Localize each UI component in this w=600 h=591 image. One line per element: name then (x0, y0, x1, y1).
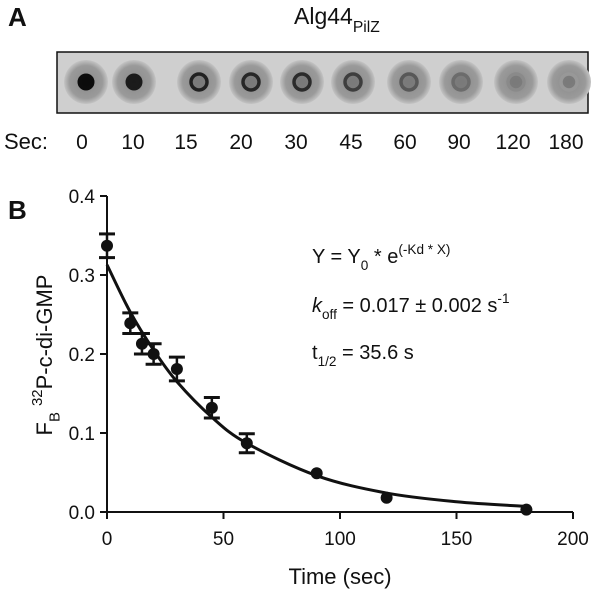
lane-label: 120 (495, 131, 530, 154)
x-tick-label: 200 (557, 529, 589, 550)
y-tick-label: 0.1 (69, 424, 95, 445)
lane-label: 10 (121, 131, 144, 154)
blot-title-part: Alg44 (294, 3, 353, 29)
panel-label: B (8, 195, 27, 225)
fit-curve (105, 264, 527, 508)
blot-core (189, 72, 209, 92)
annotation-part: off (322, 307, 337, 322)
data-point (101, 239, 113, 252)
y-tick-label: 0.2 (69, 345, 95, 366)
annotation: Y = Y0 * e(-Kd * X) (312, 242, 450, 273)
x-tick-label: 50 (213, 529, 234, 550)
x-axis-label: Time (sec) (288, 564, 391, 589)
lane-label: 60 (393, 131, 416, 154)
data-point (310, 467, 323, 480)
annotation-part: (-Kd * X) (398, 242, 450, 257)
data-point (124, 317, 137, 330)
y-tick-label: 0.4 (69, 187, 96, 208)
y-axis-label-part: P-c-di-GMP (32, 275, 57, 390)
blot (64, 60, 591, 104)
blot-core (292, 72, 312, 92)
annotation: koff = 0.017 ± 0.002 s-1 (312, 291, 510, 322)
annotation-part: Y = Y (312, 246, 361, 268)
blot-core (77, 73, 95, 91)
data-point (205, 401, 218, 414)
blot-title-part: PilZ (353, 19, 380, 36)
data-point (147, 348, 160, 360)
annotation-part: 0 (361, 258, 369, 273)
y-axis-label: FB32P-c-di-GMP (29, 275, 64, 436)
annotation-part: t (312, 342, 318, 364)
x-tick-label: 100 (324, 529, 356, 550)
y-axis-label-part: B (47, 412, 64, 422)
data-point (520, 503, 533, 516)
y-tick-label: 0.3 (69, 266, 95, 287)
data-point (380, 491, 393, 504)
blot-core (399, 72, 419, 92)
x-tick-label: 150 (441, 529, 473, 550)
panel-label: A (8, 2, 27, 32)
lane-label: 0 (76, 131, 88, 154)
y-axis-label-part: F (32, 422, 57, 435)
annotation-part: -1 (497, 291, 509, 306)
blot-title: Alg44PilZ (294, 3, 380, 36)
data-point (135, 337, 148, 350)
lane-label: 30 (284, 131, 307, 154)
data-point (240, 437, 253, 450)
row-label: Sec: (4, 129, 48, 154)
lane-label: 20 (229, 131, 252, 154)
annotation: t1/2 = 35.6 s (312, 342, 414, 369)
data-point (170, 363, 183, 376)
lane-label: 45 (339, 131, 362, 154)
annotation-part: = 0.017 ± 0.002 s (337, 295, 498, 317)
blot-core (241, 72, 261, 92)
blot-core (343, 72, 363, 92)
blot-core (559, 72, 579, 92)
annotation-part: * e (368, 246, 398, 268)
annotation-part: 1/2 (318, 354, 337, 369)
y-axis-label-part: 32 (29, 389, 46, 406)
y-tick-label: 0.0 (69, 503, 95, 524)
lane-label: 90 (447, 131, 470, 154)
blot-core (125, 73, 143, 91)
blot-core (506, 72, 526, 92)
annotation-part: = 35.6 s (336, 342, 413, 364)
blot-core (451, 72, 471, 92)
lane-label: 180 (548, 131, 583, 154)
annotation-part: k (312, 295, 323, 317)
lane-label: 15 (174, 131, 197, 154)
x-tick-label: 0 (102, 529, 113, 550)
